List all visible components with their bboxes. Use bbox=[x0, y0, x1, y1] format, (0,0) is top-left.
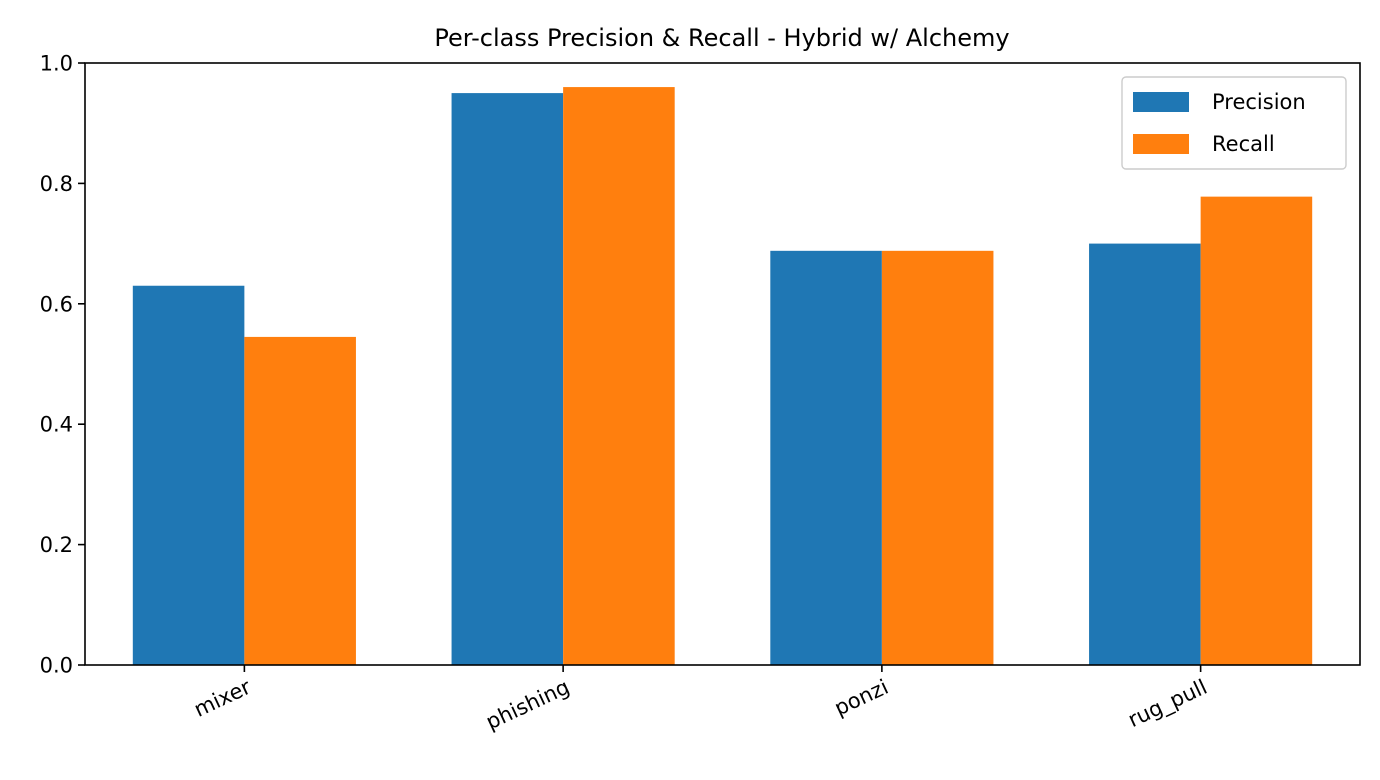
y-tick-label: 0.6 bbox=[40, 292, 73, 316]
bars-layer bbox=[132, 87, 1313, 666]
axes-frame bbox=[84, 62, 1361, 666]
legend-label-recall: Recall bbox=[1212, 132, 1275, 156]
bar-recall-phishing bbox=[563, 87, 675, 665]
bar-recall-rug-pull bbox=[1200, 196, 1313, 665]
y-axis: 0.0 0.2 0.4 0.6 0.8 1.0 bbox=[40, 52, 85, 678]
bar-precision-ponzi bbox=[770, 250, 882, 665]
legend-label-precision: Precision bbox=[1212, 90, 1306, 114]
legend: Precision Recall bbox=[1121, 76, 1347, 170]
y-tick-label: 0.8 bbox=[40, 172, 73, 196]
bar-precision-phishing bbox=[451, 93, 564, 666]
bar-precision-rug-pull bbox=[1089, 243, 1201, 665]
y-tick-label: 0.4 bbox=[40, 413, 73, 437]
y-tick-label: 1.0 bbox=[40, 52, 73, 76]
bar-recall-ponzi bbox=[881, 250, 994, 665]
legend-swatch-recall bbox=[1133, 134, 1189, 154]
y-tick-label: 0.2 bbox=[40, 533, 73, 557]
bar-recall-mixer bbox=[244, 336, 356, 665]
chart-title: Per-class Precision & Recall - Hybrid w/… bbox=[434, 24, 1009, 52]
y-tick-label: 0.0 bbox=[40, 654, 73, 678]
bar-precision-mixer bbox=[132, 285, 245, 665]
legend-swatch-precision bbox=[1133, 92, 1189, 112]
